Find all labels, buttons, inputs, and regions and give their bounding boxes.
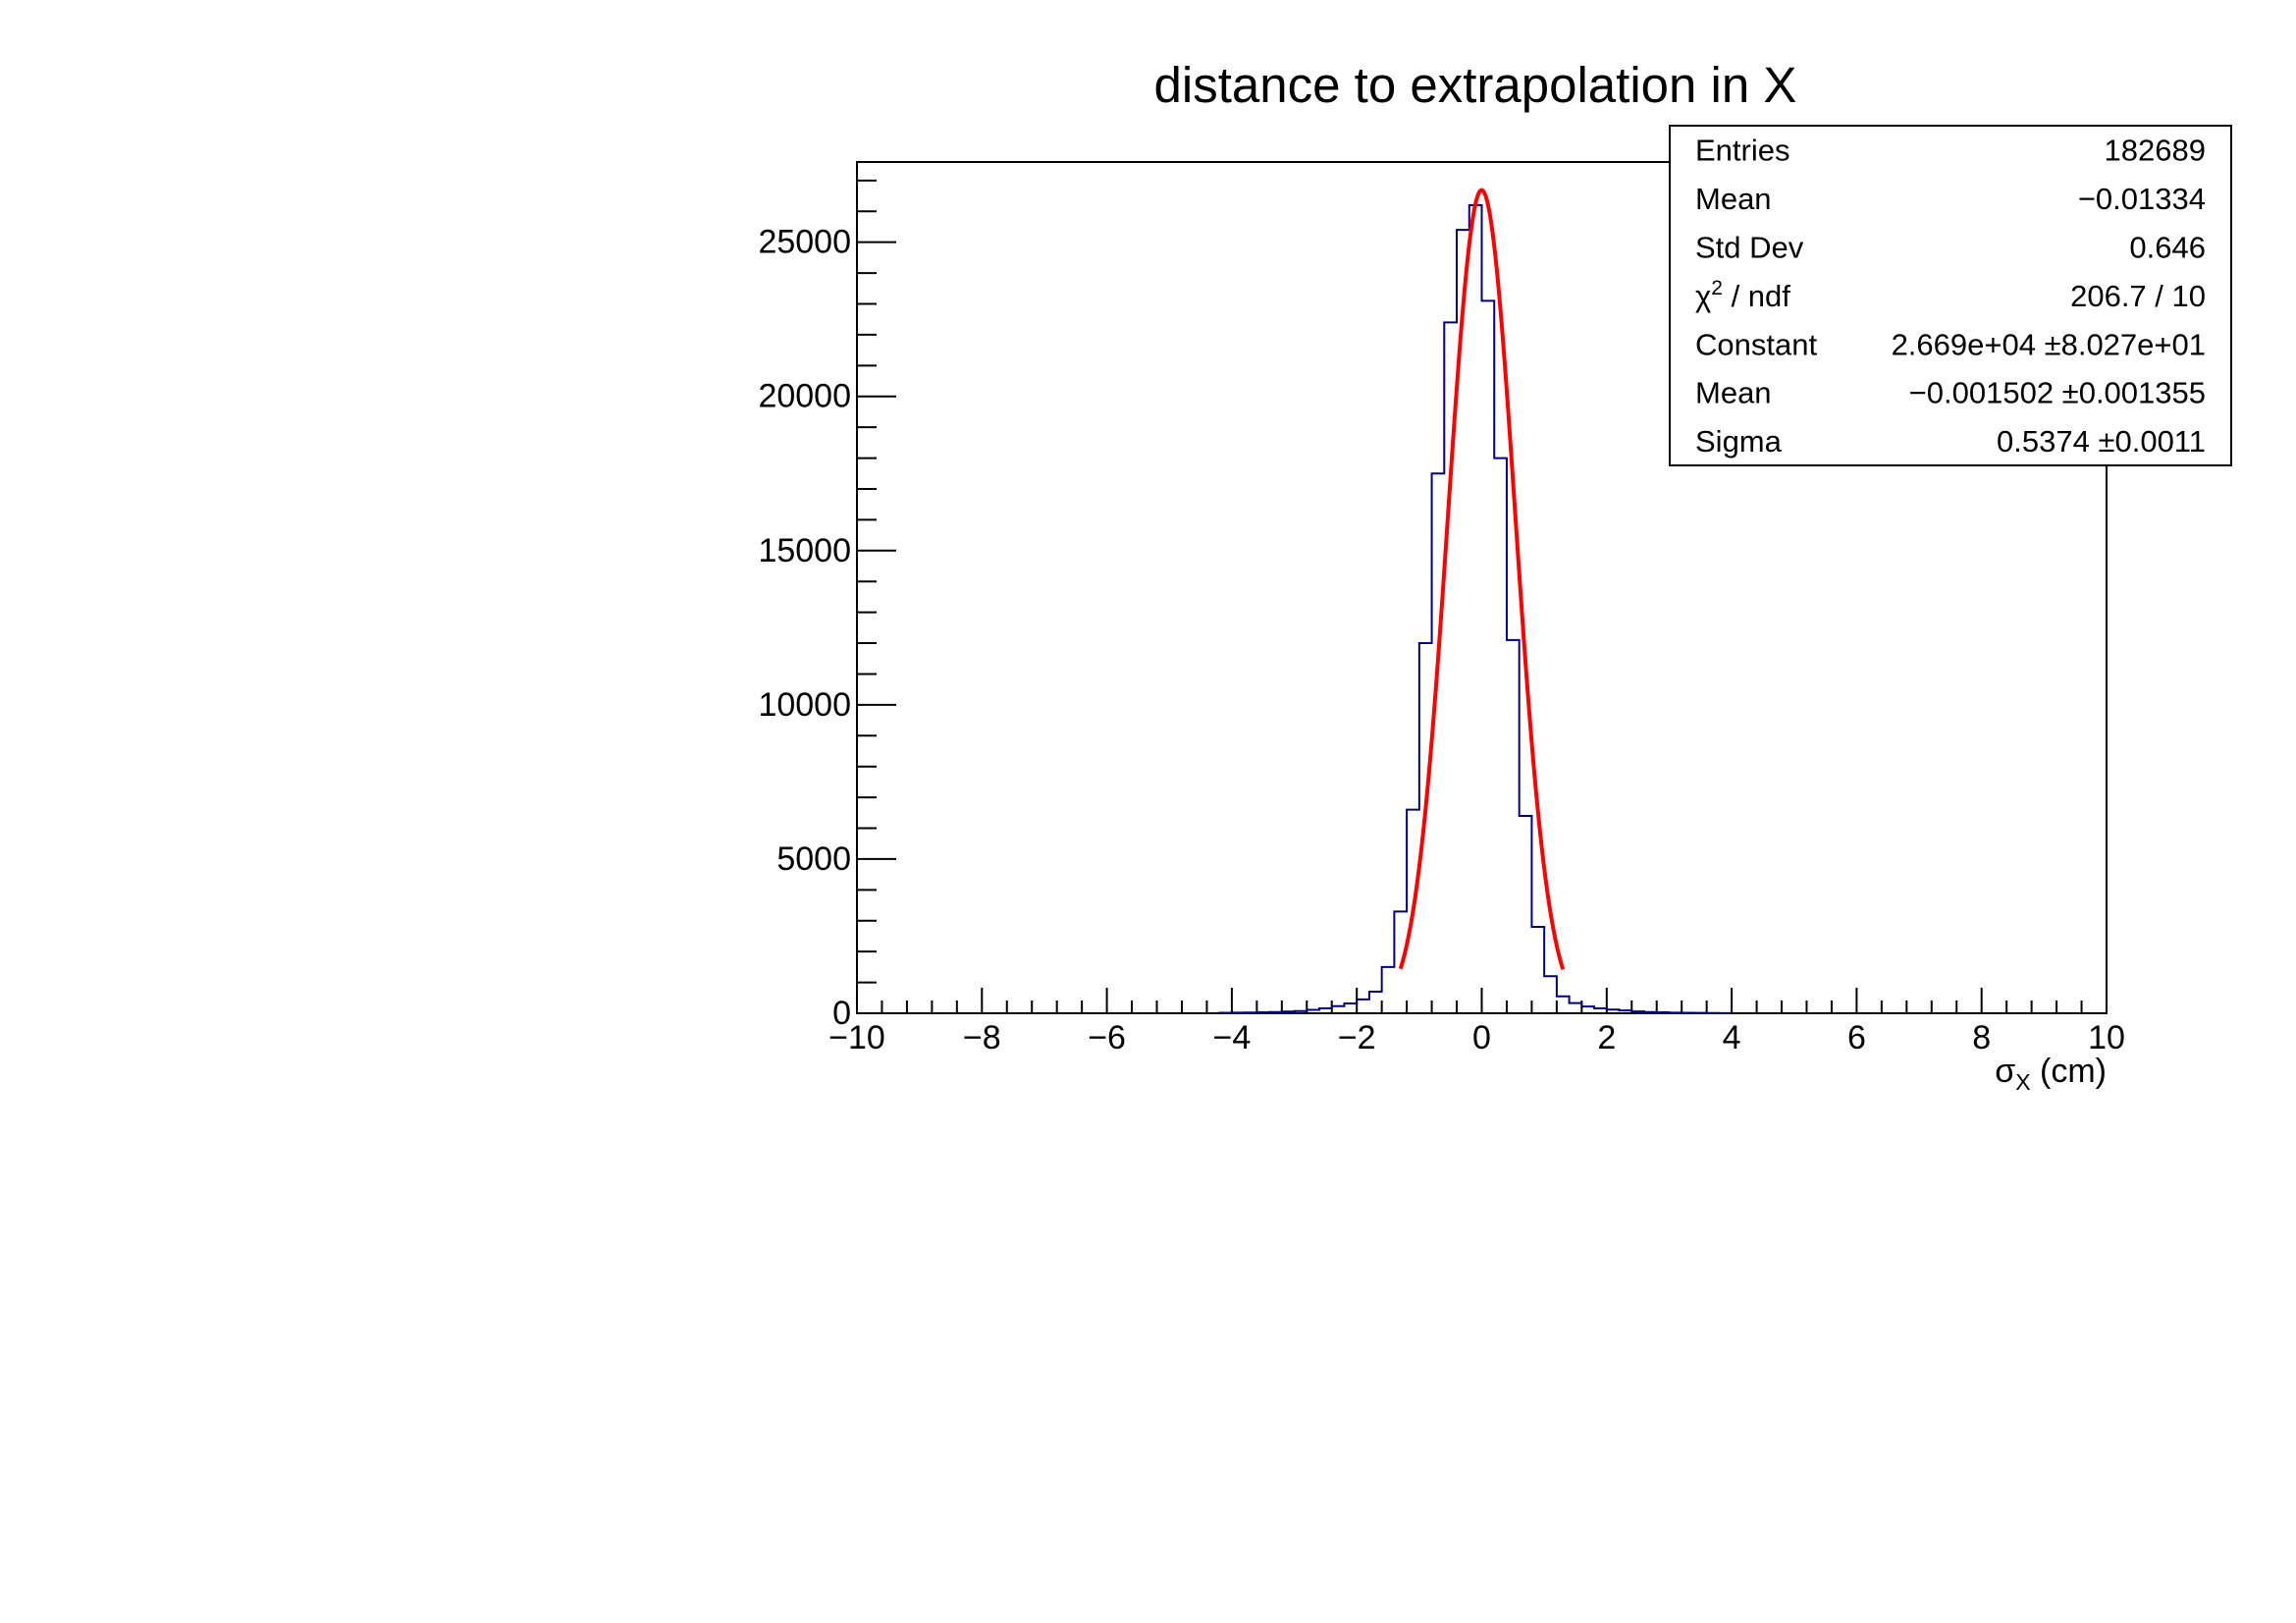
stats-value: 0.5374 ±0.0011 bbox=[1997, 424, 2206, 459]
x-tick-label: −4 bbox=[1213, 1019, 1252, 1056]
x-tick-label: 0 bbox=[1472, 1019, 1491, 1056]
stats-value: −0.001502 ±0.001355 bbox=[1909, 376, 2206, 410]
stats-value: 182689 bbox=[2105, 134, 2206, 168]
y-tick-label: 10000 bbox=[758, 686, 851, 724]
x-tick-label: −2 bbox=[1338, 1019, 1376, 1056]
y-tick-label: 20000 bbox=[758, 378, 851, 415]
stats-box-frame bbox=[1669, 125, 2232, 466]
histogram-series bbox=[1218, 203, 1734, 1014]
stats-label: Mean bbox=[1695, 376, 1772, 410]
y-tick-label: 25000 bbox=[758, 224, 851, 261]
stats-label: Entries bbox=[1695, 134, 1789, 168]
stats-label: Sigma bbox=[1695, 424, 1783, 459]
stats-value: 0.646 bbox=[2129, 231, 2206, 265]
x-tick-label: 6 bbox=[1847, 1019, 1866, 1056]
y-tick-label: 15000 bbox=[758, 532, 851, 569]
stats-label: Constant bbox=[1695, 327, 1817, 361]
x-tick-label: 2 bbox=[1597, 1019, 1616, 1056]
stats-value: 2.669e+04 ±8.027e+01 bbox=[1892, 327, 2206, 361]
x-tick-label: −8 bbox=[963, 1019, 1001, 1056]
x-tick-label: 4 bbox=[1723, 1019, 1741, 1056]
x-tick-label: 10 bbox=[2088, 1019, 2125, 1056]
x-axis: −10 −8 −6 −4 −2 0 2 4 6 8 10 bbox=[828, 988, 2125, 1056]
x-tick-label: −10 bbox=[828, 1019, 885, 1056]
chart-title: distance to extrapolation in X bbox=[1154, 57, 1797, 113]
stats-label: Std Dev bbox=[1695, 231, 1804, 265]
stats-value: −0.01334 bbox=[2078, 182, 2206, 216]
x-axis-label: σX (cm) bbox=[1995, 1053, 2107, 1095]
gaussian-fit-curve bbox=[1398, 188, 1566, 970]
stats-label: χ2 / ndf bbox=[1695, 277, 1790, 313]
y-tick-label: 0 bbox=[832, 995, 851, 1032]
x-tick-label: 8 bbox=[1972, 1019, 1991, 1056]
stats-box: Entries 182689 Mean −0.01334 Std Dev 0.646 χ2 … bbox=[1669, 125, 2232, 466]
stats-label: Mean bbox=[1695, 182, 1772, 216]
y-tick-label: 5000 bbox=[776, 840, 851, 878]
y-axis: 0 5000 10000 15000 20000 25000 bbox=[758, 179, 896, 1032]
stats-value: 206.7 / 10 bbox=[2070, 279, 2206, 313]
x-tick-label: −6 bbox=[1088, 1019, 1126, 1056]
